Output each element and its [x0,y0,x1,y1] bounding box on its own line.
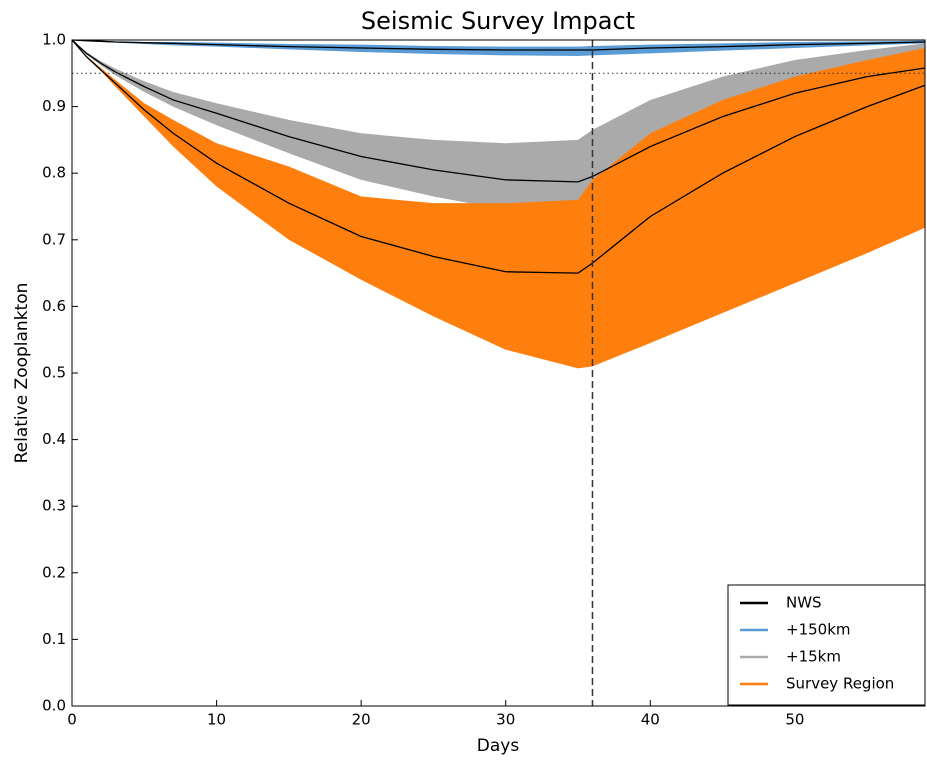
y-tick-label: 0.0 [42,697,66,715]
band [72,40,925,56]
mean-line [71,39,926,51]
y-tick-label: 0.5 [42,364,66,382]
x-tick-label: 50 [785,711,804,729]
y-tick-label: 0.4 [42,430,66,448]
legend-label: NWS [786,594,822,612]
x-tick-label: 0 [67,711,77,729]
x-tick-label: 20 [352,711,371,729]
mean-line [71,39,926,183]
mean-line [71,39,926,274]
x-tick-label: 10 [207,711,226,729]
y-tick-label: 0.3 [42,497,66,515]
legend-label: Survey Region [786,675,894,693]
x-tick-label: 40 [641,711,660,729]
y-tick-label: 0.8 [42,164,66,182]
y-tick-label: 0.6 [42,297,66,315]
y-tick-label: 0.7 [42,230,66,248]
band [72,40,925,214]
legend-label: +15km [786,648,841,666]
y-tick-label: 1.0 [42,31,66,49]
y-tick-label: 0.2 [42,563,66,581]
chart-title: Seismic Survey Impact [361,7,635,35]
x-tick-label: 30 [496,711,515,729]
x-axis-label: Days [477,736,520,756]
y-axis-label: Relative Zooplankton [12,283,32,464]
legend-label: +150km [786,621,851,639]
y-tick-label: 0.9 [42,97,66,115]
y-tick-label: 0.1 [42,630,66,648]
band [72,40,925,369]
